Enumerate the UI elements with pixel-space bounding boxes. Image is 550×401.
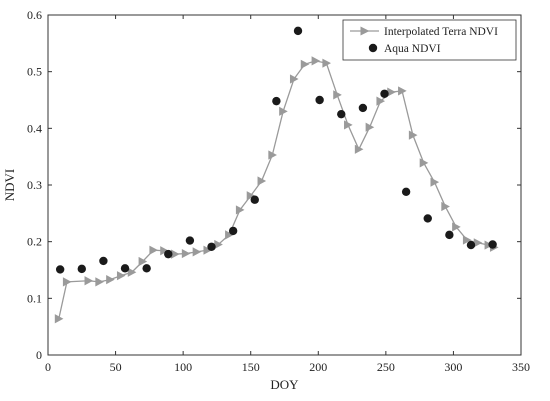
- terra-ndvi-point: [138, 256, 148, 267]
- aqua-ndvi-point: [423, 214, 432, 223]
- terra-ndvi-point: [181, 248, 191, 259]
- aqua-ndvi-point: [401, 187, 411, 196]
- aqua-ndvi-point: [207, 242, 216, 251]
- aqua-ndvi-point: [337, 109, 346, 119]
- x-tick-label: 350: [512, 360, 530, 374]
- legend-box: [342, 19, 517, 61]
- y-tick-label: 0.6: [27, 8, 42, 22]
- y-tick-label: 0.4: [27, 121, 42, 135]
- aqua-ndvi-point: [77, 264, 86, 274]
- terra-ndvi-point: [149, 245, 159, 255]
- aqua-ndvi-point: [55, 265, 65, 274]
- aqua-ndvi-point: [250, 195, 259, 204]
- aqua-ndvi-point: [445, 230, 454, 240]
- terra-ndvi-point: [160, 246, 169, 256]
- terra-ndvi-point: [279, 106, 288, 116]
- y-tick-label: 0: [36, 348, 42, 362]
- x-tick-label: 50: [110, 360, 122, 374]
- y-tick-label: 0.1: [27, 291, 42, 305]
- terra-ndvi-point: [387, 87, 396, 97]
- terra-ndvi-point: [257, 176, 267, 186]
- x-tick-label: 300: [444, 360, 462, 374]
- terra-ndvi-point: [214, 239, 223, 250]
- terra-ndvi-point: [333, 90, 342, 100]
- y-axis-title: NDVI: [2, 169, 17, 202]
- terra-ndvi-point: [62, 277, 72, 287]
- aqua-ndvi-point: [120, 264, 130, 273]
- terra-ndvi-point: [268, 150, 277, 160]
- terra-ndvi-point: [322, 58, 331, 68]
- terra-ndvi-point: [376, 96, 386, 106]
- aqua-ndvi-point: [380, 89, 389, 98]
- aqua-ndvi-point: [142, 264, 151, 273]
- terra-ndvi-point: [419, 158, 429, 168]
- aqua-ndvi-point: [185, 236, 195, 245]
- x-tick-label: 250: [377, 360, 395, 374]
- axis-ticks: 0 50 100 150 200 250 300 350 0 0.1 0.2 0.3 0.4 0.5 0.6: [27, 8, 530, 374]
- terra-ndvi-point: [289, 74, 299, 84]
- y-tick-label: 0.3: [27, 178, 42, 192]
- aqua-ndvi-point: [488, 240, 497, 249]
- x-tick-label: 150: [242, 360, 260, 374]
- terra-ndvi-point: [462, 235, 472, 245]
- terra-ndvi-point: [365, 122, 375, 132]
- terra-ndvi-point: [430, 177, 440, 187]
- legend: Interpolated Terra NDVI Aqua NDVI: [342, 19, 517, 61]
- aqua-ndvi-point: [99, 256, 108, 266]
- terra-ndvi-point: [235, 205, 245, 215]
- terra-ndvi-point: [311, 56, 321, 66]
- terra-ndvi-point: [246, 191, 256, 201]
- terra-ndvi-point: [225, 230, 234, 240]
- terra-ndvi-point: [473, 238, 483, 248]
- terra-ndvi-point: [344, 120, 353, 130]
- terra-ndvi-point: [408, 130, 418, 140]
- terra-ndvi-point: [354, 144, 364, 154]
- legend-label-aqua: Aqua NDVI: [384, 43, 441, 55]
- aqua-ndvi-point: [164, 249, 173, 259]
- aqua-ndvi-point: [358, 103, 368, 113]
- y-tick-label: 0.5: [27, 65, 42, 79]
- terra-ndvi-point: [300, 59, 310, 69]
- terra-ndvi-point: [452, 222, 461, 232]
- aqua-ndvi-point: [466, 240, 476, 250]
- aqua-ndvi-point: [315, 95, 324, 105]
- terra-ndvi-point: [398, 86, 407, 96]
- x-axis-title: DOY: [270, 377, 299, 392]
- terra-ndvi-point: [106, 275, 115, 285]
- y-tick-label: 0.2: [27, 235, 42, 249]
- plot-area: [47, 14, 522, 356]
- terra-ndvi-point: [441, 201, 450, 212]
- terra-ndvi-point: [95, 277, 104, 287]
- x-tick-label: 100: [174, 360, 192, 374]
- aqua-ndvi-point: [272, 96, 281, 106]
- aqua-ndvi-point: [293, 26, 303, 36]
- x-tick-label: 200: [309, 360, 327, 374]
- legend-triangle-marker-icon: [360, 26, 370, 36]
- terra-ndvi-point: [127, 267, 137, 277]
- legend-label-terra: Interpolated Terra NDVI: [384, 26, 498, 38]
- terra-ndvi-point: [203, 245, 213, 255]
- x-tick-label: 0: [45, 360, 51, 374]
- terra-ndvi-point: [171, 249, 180, 259]
- terra-ndvi-point: [54, 314, 64, 324]
- series-layer: [54, 26, 499, 324]
- legend-circle-marker-icon: [368, 43, 378, 53]
- terra-ndvi-point: [192, 247, 202, 257]
- terra-ndvi-point: [116, 271, 126, 281]
- aqua-ndvi-point: [228, 226, 238, 236]
- terra-ndvi-point: [84, 276, 94, 286]
